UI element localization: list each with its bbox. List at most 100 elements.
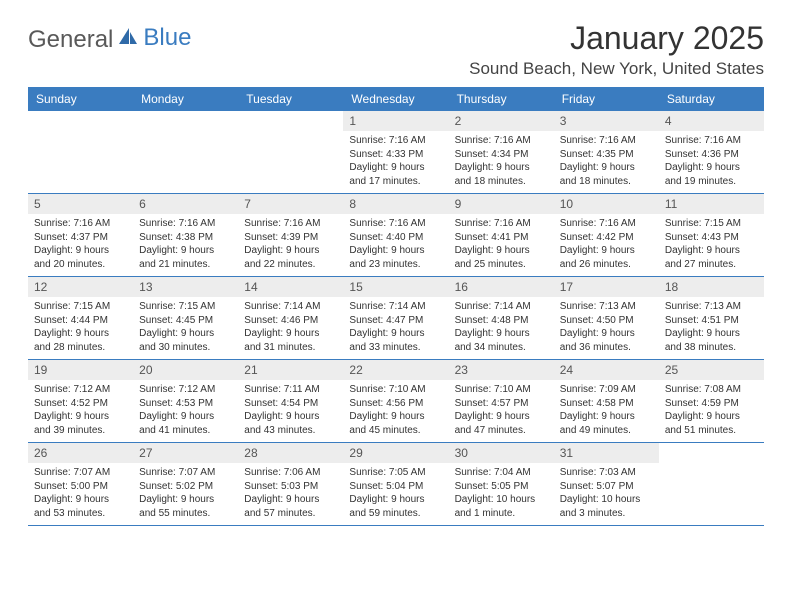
daylight-text: Daylight: 9 hours and 30 minutes. bbox=[139, 327, 232, 354]
weeks-container: 1Sunrise: 7:16 AMSunset: 4:33 PMDaylight… bbox=[28, 111, 764, 526]
day-number: 16 bbox=[449, 277, 554, 297]
sunrise-text: Sunrise: 7:14 AM bbox=[349, 300, 442, 314]
weekday-header: Friday bbox=[554, 87, 659, 111]
sunrise-text: Sunrise: 7:07 AM bbox=[139, 466, 232, 480]
sunset-text: Sunset: 4:57 PM bbox=[455, 397, 548, 411]
day-cell: 25Sunrise: 7:08 AMSunset: 4:59 PMDayligh… bbox=[659, 360, 764, 442]
sunrise-text: Sunrise: 7:15 AM bbox=[139, 300, 232, 314]
day-number: 28 bbox=[238, 443, 343, 463]
day-cell: 9Sunrise: 7:16 AMSunset: 4:41 PMDaylight… bbox=[449, 194, 554, 276]
day-number: 12 bbox=[28, 277, 133, 297]
sunset-text: Sunset: 4:34 PM bbox=[455, 148, 548, 162]
day-data: Sunrise: 7:16 AMSunset: 4:41 PMDaylight:… bbox=[449, 214, 554, 275]
brand-part2: Blue bbox=[143, 26, 191, 50]
day-number: 24 bbox=[554, 360, 659, 380]
sunrise-text: Sunrise: 7:10 AM bbox=[455, 383, 548, 397]
day-cell bbox=[659, 443, 764, 525]
day-number: 2 bbox=[449, 111, 554, 131]
day-number bbox=[28, 111, 133, 117]
day-data: Sunrise: 7:14 AMSunset: 4:47 PMDaylight:… bbox=[343, 297, 448, 358]
day-data: Sunrise: 7:16 AMSunset: 4:36 PMDaylight:… bbox=[659, 131, 764, 192]
sail-icon bbox=[117, 26, 139, 53]
day-data: Sunrise: 7:10 AMSunset: 4:57 PMDaylight:… bbox=[449, 380, 554, 441]
sunrise-text: Sunrise: 7:15 AM bbox=[665, 217, 758, 231]
day-data: Sunrise: 7:16 AMSunset: 4:38 PMDaylight:… bbox=[133, 214, 238, 275]
sunrise-text: Sunrise: 7:14 AM bbox=[244, 300, 337, 314]
sunset-text: Sunset: 4:54 PM bbox=[244, 397, 337, 411]
day-cell: 20Sunrise: 7:12 AMSunset: 4:53 PMDayligh… bbox=[133, 360, 238, 442]
day-cell: 10Sunrise: 7:16 AMSunset: 4:42 PMDayligh… bbox=[554, 194, 659, 276]
sunset-text: Sunset: 4:39 PM bbox=[244, 231, 337, 245]
day-cell: 2 Sunrise: 7:16 AMSunset: 4:34 PMDaylight… bbox=[449, 111, 554, 193]
sunset-text: Sunset: 4:47 PM bbox=[349, 314, 442, 328]
daylight-text: Daylight: 9 hours and 21 minutes. bbox=[139, 244, 232, 271]
sunset-text: Sunset: 4:45 PM bbox=[139, 314, 232, 328]
sunrise-text: Sunrise: 7:15 AM bbox=[34, 300, 127, 314]
sunrise-text: Sunrise: 7:04 AM bbox=[455, 466, 548, 480]
daylight-text: Daylight: 9 hours and 31 minutes. bbox=[244, 327, 337, 354]
week-row: 19Sunrise: 7:12 AMSunset: 4:52 PMDayligh… bbox=[28, 360, 764, 443]
sunset-text: Sunset: 4:53 PM bbox=[139, 397, 232, 411]
daylight-text: Daylight: 9 hours and 51 minutes. bbox=[665, 410, 758, 437]
day-data: Sunrise: 7:07 AMSunset: 5:00 PMDaylight:… bbox=[28, 463, 133, 524]
daylight-text: Daylight: 9 hours and 28 minutes. bbox=[34, 327, 127, 354]
week-row: 26Sunrise: 7:07 AMSunset: 5:00 PMDayligh… bbox=[28, 443, 764, 526]
day-data: Sunrise: 7:12 AMSunset: 4:52 PMDaylight:… bbox=[28, 380, 133, 441]
day-data: Sunrise: 7:04 AMSunset: 5:05 PMDaylight:… bbox=[449, 463, 554, 524]
daylight-text: Daylight: 9 hours and 25 minutes. bbox=[455, 244, 548, 271]
weekday-header: Wednesday bbox=[343, 87, 448, 111]
day-cell: 15Sunrise: 7:14 AMSunset: 4:47 PMDayligh… bbox=[343, 277, 448, 359]
brand-logo: General Blue bbox=[28, 20, 191, 53]
day-data: Sunrise: 7:15 AMSunset: 4:44 PMDaylight:… bbox=[28, 297, 133, 358]
sunset-text: Sunset: 4:38 PM bbox=[139, 231, 232, 245]
daylight-text: Daylight: 9 hours and 27 minutes. bbox=[665, 244, 758, 271]
day-data: Sunrise: 7:15 AMSunset: 4:45 PMDaylight:… bbox=[133, 297, 238, 358]
day-cell bbox=[133, 111, 238, 193]
day-data: Sunrise: 7:08 AMSunset: 4:59 PMDaylight:… bbox=[659, 380, 764, 441]
brand-part1: General bbox=[28, 28, 113, 52]
day-cell: 4Sunrise: 7:16 AMSunset: 4:36 PMDaylight… bbox=[659, 111, 764, 193]
day-cell: 17Sunrise: 7:13 AMSunset: 4:50 PMDayligh… bbox=[554, 277, 659, 359]
day-cell: 3Sunrise: 7:16 AMSunset: 4:35 PMDaylight… bbox=[554, 111, 659, 193]
daylight-text: Daylight: 9 hours and 38 minutes. bbox=[665, 327, 758, 354]
title-block: January 2025 Sound Beach, New York, Unit… bbox=[469, 20, 764, 79]
sunset-text: Sunset: 4:36 PM bbox=[665, 148, 758, 162]
sunrise-text: Sunrise: 7:16 AM bbox=[244, 217, 337, 231]
day-number: 7 bbox=[238, 194, 343, 214]
daylight-text: Daylight: 9 hours and 55 minutes. bbox=[139, 493, 232, 520]
sunrise-text: Sunrise: 7:16 AM bbox=[455, 134, 548, 148]
weekday-header: Tuesday bbox=[238, 87, 343, 111]
daylight-text: Daylight: 9 hours and 33 minutes. bbox=[349, 327, 442, 354]
day-cell: 24Sunrise: 7:09 AMSunset: 4:58 PMDayligh… bbox=[554, 360, 659, 442]
sunset-text: Sunset: 5:07 PM bbox=[560, 480, 653, 494]
day-number: 13 bbox=[133, 277, 238, 297]
day-data: Sunrise: 7:09 AMSunset: 4:58 PMDaylight:… bbox=[554, 380, 659, 441]
sunrise-text: Sunrise: 7:16 AM bbox=[34, 217, 127, 231]
sunrise-text: Sunrise: 7:16 AM bbox=[349, 217, 442, 231]
day-number: 31 bbox=[554, 443, 659, 463]
daylight-text: Daylight: 10 hours and 1 minute. bbox=[455, 493, 548, 520]
day-number: 17 bbox=[554, 277, 659, 297]
day-data: Sunrise: 7:06 AMSunset: 5:03 PMDaylight:… bbox=[238, 463, 343, 524]
day-data: Sunrise: 7:11 AMSunset: 4:54 PMDaylight:… bbox=[238, 380, 343, 441]
day-cell: 30Sunrise: 7:04 AMSunset: 5:05 PMDayligh… bbox=[449, 443, 554, 525]
daylight-text: Daylight: 9 hours and 47 minutes. bbox=[455, 410, 548, 437]
daylight-text: Daylight: 9 hours and 18 minutes. bbox=[455, 161, 548, 188]
day-number: 8 bbox=[343, 194, 448, 214]
sunset-text: Sunset: 5:03 PM bbox=[244, 480, 337, 494]
sunset-text: Sunset: 5:00 PM bbox=[34, 480, 127, 494]
daylight-text: Daylight: 10 hours and 3 minutes. bbox=[560, 493, 653, 520]
daylight-text: Daylight: 9 hours and 57 minutes. bbox=[244, 493, 337, 520]
daylight-text: Daylight: 9 hours and 49 minutes. bbox=[560, 410, 653, 437]
sunrise-text: Sunrise: 7:05 AM bbox=[349, 466, 442, 480]
sunset-text: Sunset: 4:52 PM bbox=[34, 397, 127, 411]
sunrise-text: Sunrise: 7:16 AM bbox=[665, 134, 758, 148]
weekday-header-row: Sunday Monday Tuesday Wednesday Thursday… bbox=[28, 87, 764, 111]
daylight-text: Daylight: 9 hours and 36 minutes. bbox=[560, 327, 653, 354]
day-data: Sunrise: 7:16 AMSunset: 4:37 PMDaylight:… bbox=[28, 214, 133, 275]
sunrise-text: Sunrise: 7:11 AM bbox=[244, 383, 337, 397]
week-row: 5Sunrise: 7:16 AMSunset: 4:37 PMDaylight… bbox=[28, 194, 764, 277]
sunrise-text: Sunrise: 7:16 AM bbox=[560, 134, 653, 148]
sunset-text: Sunset: 4:42 PM bbox=[560, 231, 653, 245]
sunrise-text: Sunrise: 7:06 AM bbox=[244, 466, 337, 480]
